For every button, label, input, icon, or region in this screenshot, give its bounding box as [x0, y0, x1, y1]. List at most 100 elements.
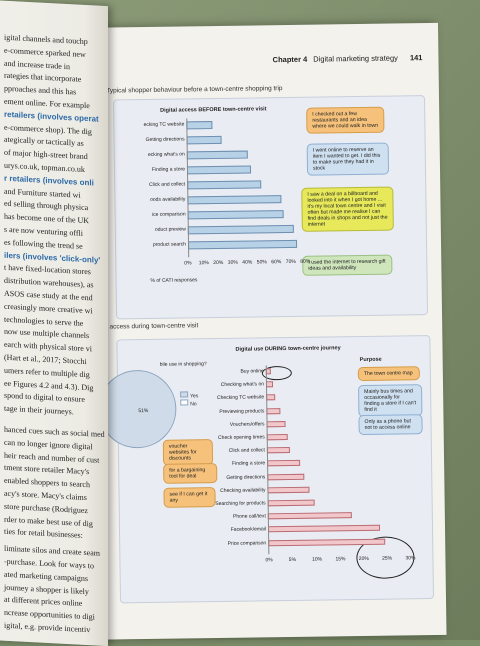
bar1-label-2: ecking what's on — [147, 151, 185, 158]
left-page-line: heir reach and number of cust — [4, 450, 100, 465]
left-page-line: r retailers (involves onli — [4, 173, 94, 188]
left-page-line: pproaches and this has — [4, 83, 77, 97]
left-page-line: acy's store. Macy's claims — [4, 488, 87, 503]
bar2-6 — [266, 447, 291, 454]
legend-yes: Yes — [180, 391, 198, 399]
bar2-tick-5: 25% — [382, 555, 393, 562]
bar2-label-3: Previewing products — [219, 407, 265, 415]
bar1-4 — [187, 180, 262, 190]
bar1-8 — [187, 239, 297, 250]
left-page-line: spond to digital to ensure — [4, 391, 85, 405]
chapter-label: Chapter 4 — [272, 54, 308, 65]
bar2-tick-4: 20% — [358, 555, 369, 562]
pie-value: 51% — [138, 407, 149, 415]
left-page-line: igital, e.g. provide incentiv — [4, 620, 91, 635]
bar1-label-0: ecking TC website — [143, 121, 185, 129]
quote-bubble-reserve: I went online to reserve an item I wante… — [306, 142, 390, 176]
bar2-label-1: Checking what's on — [220, 381, 265, 389]
left-page-line: urys.co.uk, topman.co.uk — [4, 160, 85, 174]
bar2-label-13: Price comparison — [227, 539, 267, 547]
left-page-line: tment store retailer Macy's — [4, 463, 90, 477]
left-page-line: rder to make best use of dig — [4, 514, 93, 528]
left-page-line: earch with physical store vi — [4, 339, 92, 354]
bar1-6 — [187, 210, 284, 220]
figure1-title: Digital access BEFORE town-centre visit — [160, 106, 267, 114]
quote-bubble-map: The town centre map — [357, 366, 420, 382]
bar2-2 — [266, 394, 276, 401]
left-page-line: rategies that incorporate — [4, 71, 82, 85]
quote-bubble-phone: Only as a phone but not to access online — [358, 414, 423, 436]
bar1-label-4: Click and collect — [149, 181, 186, 188]
left-page-line: technologies to serve the — [4, 314, 84, 328]
left-page-line: and increase trade in — [4, 58, 70, 71]
left-page-line: e-commerce sparked new — [4, 45, 86, 59]
bar1-2 — [186, 150, 248, 160]
bar2-tick-6: 30% — [405, 555, 416, 562]
bar2-11 — [267, 512, 352, 520]
bar2-label-2: Checking TC website — [216, 394, 265, 402]
bar2-8 — [267, 473, 305, 480]
bar2-5 — [266, 434, 288, 441]
bar1-label-5: oods availability — [150, 196, 186, 203]
left-page-line: ASOS case study at the end — [4, 288, 93, 303]
figure2-chart — [117, 336, 429, 340]
bar1-tick-2: 20% — [213, 259, 224, 267]
bar2-label-8: Getting directions — [226, 473, 266, 481]
left-page-line: umers refer to multiple dig — [4, 365, 90, 380]
left-page-line: ategically or tactically as — [4, 135, 84, 149]
figure1-chart — [114, 96, 424, 100]
quote-bubble-billboard: I saw a deal on a billboard and looked i… — [301, 186, 394, 232]
left-page-line: (Hart et al., 2017; Stocchi — [4, 352, 87, 367]
bar1-tick-8: 80% — [300, 258, 311, 265]
bar1-tick-3: 30% — [227, 259, 238, 266]
left-page-line: ated marketing campaigns — [4, 569, 88, 583]
bar1-3 — [186, 165, 251, 175]
bar2-label-12: Facebook/email — [230, 526, 267, 534]
bar2-tick-3: 15% — [335, 556, 346, 563]
left-page-line: ement online. For example — [4, 96, 90, 111]
figure2-title: Digital use DURING town-centre journey — [235, 345, 341, 353]
quote-bubble-gift-ideas: I used the internet to research gift ide… — [302, 254, 393, 276]
left-page-line: ilers (involves 'click-only' — [4, 250, 101, 265]
left-page-line: s are now venturing offli — [4, 224, 83, 238]
bar2-label-9: Checking availability — [220, 487, 266, 494]
bar2-label-7: Finding a store — [231, 460, 266, 468]
bar1-label-7: oduct preview — [154, 226, 186, 233]
left-page-line: journey a shopper is likely — [4, 582, 89, 596]
bar1-label-8: product search — [152, 241, 187, 248]
right-page: Chapter 4 Digital marketing strategy 141 … — [72, 22, 447, 640]
quote-bubble-bargaining: for a bargaining tool for deal — [163, 463, 218, 484]
bar2-label-5: Check opening times — [217, 434, 265, 442]
left-page-line: can no longer ignore digital — [4, 437, 93, 452]
bar1-tick-0: 0% — [184, 260, 192, 267]
pie-chart — [97, 369, 177, 449]
left-page-line: distribution warehouses), as — [4, 275, 94, 290]
bar1-tick-6: 60% — [271, 259, 282, 266]
left-page-line: enabled shoppers to search — [4, 475, 90, 490]
bar1-label-3: Finding a store — [151, 166, 186, 173]
left-page-line: hanced cues such as social med — [4, 424, 105, 440]
bar2-tick-0: 0% — [265, 557, 273, 564]
left-page-line: ed selling through physica — [4, 199, 89, 213]
left-page-line: e-commerce shop). The dig — [4, 122, 92, 136]
pie-label: bile use in shopping? — [159, 361, 207, 368]
left-page-line: creasingly more creative wi — [4, 301, 93, 316]
bar2-tick-1: 5% — [288, 556, 297, 563]
left-page-line: igital channels and touchp — [4, 32, 88, 47]
bar2-label-4: Vouchers/offers — [229, 421, 265, 428]
bar2-12 — [267, 525, 381, 533]
chapter-title: Digital marketing strategy — [313, 53, 398, 64]
bar2-10 — [267, 499, 315, 507]
left-page-line: at different prices online — [4, 595, 83, 609]
bar2-4 — [266, 420, 286, 428]
bar2-label-11: Phone call/text — [232, 513, 266, 520]
bar2-7 — [267, 460, 300, 467]
left-page-line: ties for retail businesses: — [4, 527, 83, 541]
bar2-label-0: Buy online — [240, 368, 264, 375]
bar2-label-10: Searching for products — [215, 500, 266, 508]
left-page-line: t have fixed-location stores — [4, 263, 91, 277]
bar1-7 — [187, 224, 294, 235]
legend-no: No — [180, 399, 197, 407]
left-page-line: store purchase (Rodriguez — [4, 501, 88, 515]
figure1-caption: 2 Typical shopper behaviour before a tow… — [100, 85, 283, 95]
